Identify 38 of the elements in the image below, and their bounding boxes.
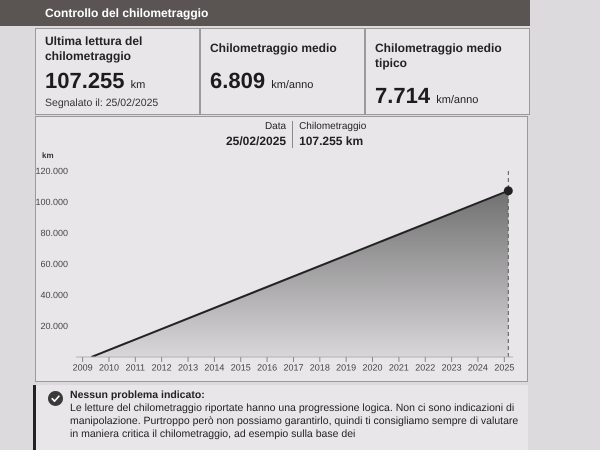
text: 6.809 km/anno	[210, 68, 314, 93]
text: Data	[264, 121, 286, 132]
x-tick-label: 2012	[152, 362, 172, 372]
text: 7.714 km/anno	[375, 83, 478, 108]
text: Segnalato il: 25/02/2025	[45, 97, 158, 109]
text: Nessun problema indicato:	[70, 389, 205, 401]
text: 107.255 km	[45, 68, 146, 93]
y-tick-label: 120.000	[35, 166, 68, 176]
text: Controllo del chilometraggio	[45, 6, 208, 20]
y-tick-label: 60.000	[40, 259, 68, 270]
y-tick-label: 40.000	[40, 290, 68, 300]
text: 107.255 km	[299, 134, 364, 148]
y-axis-title: km	[42, 151, 54, 160]
x-tick-label: 2010	[98, 362, 119, 372]
x-tick-label: 2009	[72, 362, 93, 372]
x-tick-label: 2023	[442, 362, 462, 372]
x-tick-label: 2016	[257, 362, 278, 372]
y-tick-label: 80.000	[40, 228, 68, 238]
y-tick-label: 100.000	[35, 197, 68, 208]
x-tick-label: 2014	[204, 362, 224, 372]
x-tick-label: 2024	[468, 362, 488, 372]
text: Le letture del chilometraggio riportate hanno una progressione logica. Non ci sono indicazioni di manipolazione. Purtroppo però non possiamo garantirlo, quindi ti consigliamo sempre di valutare in maniera critica il chilometraggio, ad esempio sulla base dei	[70, 402, 518, 440]
x-tick-label: 2013	[178, 362, 198, 372]
text: Chilometraggio	[299, 121, 366, 132]
text: Chilometraggio medio	[210, 41, 337, 55]
x-tick-label: 2025	[494, 362, 514, 372]
text: Ultima lettura del chilometraggio	[45, 34, 142, 63]
y-tick-label: 20.000	[40, 321, 68, 332]
text: Chilometraggio medio tipico	[375, 41, 502, 70]
x-tick-label: 2021	[388, 362, 409, 372]
x-tick-label: 2017	[283, 362, 304, 372]
x-tick-label: 2015	[230, 362, 251, 372]
x-tick-label: 2022	[415, 362, 436, 372]
x-tick-label: 2011	[126, 362, 145, 372]
x-tick-label: 2019	[336, 362, 356, 372]
x-tick-label: 2020	[362, 362, 383, 372]
text: 25/02/2025	[226, 134, 286, 148]
x-tick-label: 2018	[310, 362, 330, 372]
